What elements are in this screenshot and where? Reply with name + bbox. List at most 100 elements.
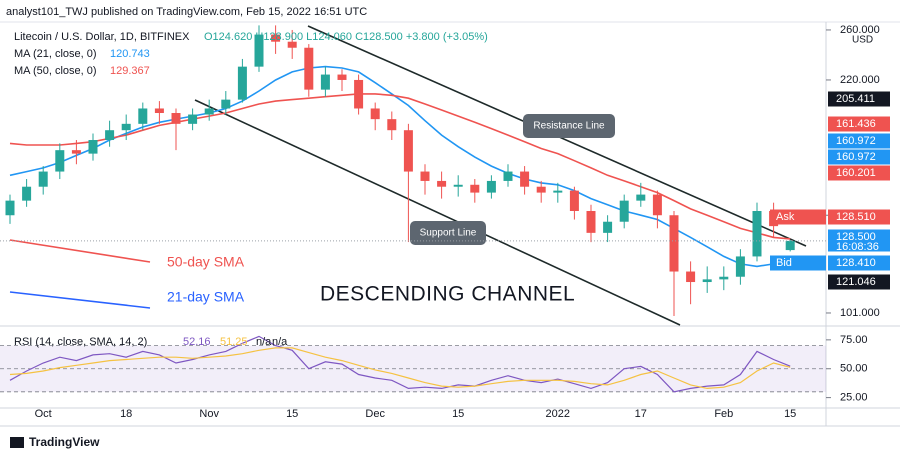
legend-name: MA (21, close, 0) — [14, 48, 97, 60]
price-tag — [828, 133, 890, 149]
candle-body — [88, 140, 98, 154]
candle-body — [652, 194, 662, 216]
rsi-line — [9, 335, 791, 393]
logo-icon — [10, 437, 24, 448]
y-tick-label: 220.000 — [840, 74, 880, 86]
price-tag-side — [770, 255, 826, 271]
ma-line — [9, 65, 791, 268]
y-tick-label: 25.00 — [840, 392, 868, 404]
y-unit: USD — [852, 35, 873, 46]
candle-body — [171, 113, 181, 124]
price-tag — [828, 91, 890, 107]
candle-body — [437, 180, 447, 187]
candle-body — [387, 119, 397, 131]
candle-body — [470, 184, 480, 193]
candle-body — [520, 171, 530, 187]
annotation-box — [523, 114, 615, 138]
candle-body — [254, 34, 264, 67]
candle-body — [735, 256, 745, 277]
annotation: 50-day SMA — [167, 254, 245, 270]
legend-ohlc: O124.620 H128.900 L124.060 C128.500 +3.8… — [204, 31, 488, 43]
rsi-value: n/a — [256, 336, 272, 348]
price-tag-label: 205.411 — [836, 93, 875, 105]
price-tag-label: 128.500 — [836, 231, 876, 243]
annotation: Support Line — [420, 228, 477, 239]
price-tag-side — [770, 209, 826, 225]
annotation: DESCENDING CHANNEL — [320, 283, 575, 306]
candle-body — [569, 190, 579, 211]
price-tag-label: 121.046 — [836, 276, 876, 288]
candle-body — [669, 215, 679, 272]
candle-body — [553, 190, 563, 193]
x-tick-label: 15 — [784, 408, 796, 420]
candle-body — [188, 114, 198, 124]
price-tag-label: 160.972 — [836, 151, 876, 163]
price-tag — [828, 149, 890, 165]
candle-body — [403, 130, 413, 172]
y-tick-label: 75.00 — [840, 334, 868, 346]
header: analyst101_TWJ published on TradingView.… — [6, 6, 367, 18]
y-tick-label: 101.000 — [840, 307, 880, 319]
rsi-value: 52.16 — [183, 336, 211, 348]
price-tag-label: 160.972 — [836, 135, 876, 147]
support-line — [194, 99, 681, 326]
candle-body — [686, 271, 696, 283]
candle-body — [370, 108, 380, 120]
x-tick-label: 2022 — [546, 408, 570, 420]
price-tag — [828, 229, 890, 252]
price-tag — [828, 165, 890, 181]
candle-body — [503, 171, 513, 181]
price-tag-label: 161.436 — [836, 118, 876, 130]
x-tick-label: 15 — [452, 408, 464, 420]
price-tag — [828, 209, 890, 225]
candle-body — [38, 171, 48, 187]
annotation: Resistance Line — [533, 121, 605, 132]
legend-value: 129.367 — [110, 65, 150, 77]
candle-body — [287, 41, 297, 48]
candle-body — [702, 279, 712, 283]
annotation-box — [410, 221, 486, 245]
price-tag-side-label: Bid — [776, 257, 792, 269]
candle-body — [237, 66, 247, 100]
rsi-value: 51.25 — [220, 336, 248, 348]
candle-body — [785, 240, 795, 251]
candle-body — [603, 221, 613, 233]
price-tag-time: 16:08:36 — [836, 241, 879, 253]
candle-body — [121, 123, 131, 131]
candle-body — [586, 210, 596, 233]
price-tag-label: 128.410 — [836, 257, 876, 269]
rsi-value: n/a — [272, 336, 288, 348]
candle-body — [154, 108, 164, 114]
rsi-title: RSI (14, close, SMA, 14, 2) — [14, 336, 147, 348]
x-tick-label: 15 — [286, 408, 298, 420]
candle-body — [636, 194, 646, 201]
candle-body — [337, 74, 347, 80]
legend-name: MA (50, close, 0) — [14, 65, 97, 77]
price-tag — [828, 116, 890, 132]
candle-body — [536, 186, 546, 193]
price-tag — [828, 274, 890, 290]
candle-body — [420, 171, 430, 181]
legend-line-21 — [9, 291, 151, 309]
price-tag-label: 128.510 — [836, 211, 876, 223]
annotation: 21-day SMA — [167, 289, 245, 305]
x-tick-label: Nov — [199, 408, 219, 420]
footer: TradingView — [29, 435, 100, 449]
y-tick-label: 260.000 — [840, 24, 880, 36]
x-tick-label: Feb — [714, 408, 733, 420]
candle-body — [453, 184, 463, 187]
candle-body — [71, 150, 81, 154]
x-tick-label: Dec — [365, 408, 385, 420]
price-tag — [828, 255, 890, 271]
legend-symbol: Litecoin / U.S. Dollar, 1D, BITFINEX — [14, 31, 190, 43]
candle-body — [320, 74, 330, 90]
candle-body — [486, 180, 496, 193]
y-tick-label: 50.00 — [840, 363, 868, 375]
price-tag-side-label: Ask — [776, 211, 795, 223]
candle-body — [221, 99, 231, 109]
candle-body — [719, 276, 729, 280]
x-tick-label: Oct — [35, 408, 52, 420]
candle-body — [752, 210, 762, 257]
plot-layer: 101.000140.000220.000260.000USDOct18Nov1… — [0, 24, 890, 420]
